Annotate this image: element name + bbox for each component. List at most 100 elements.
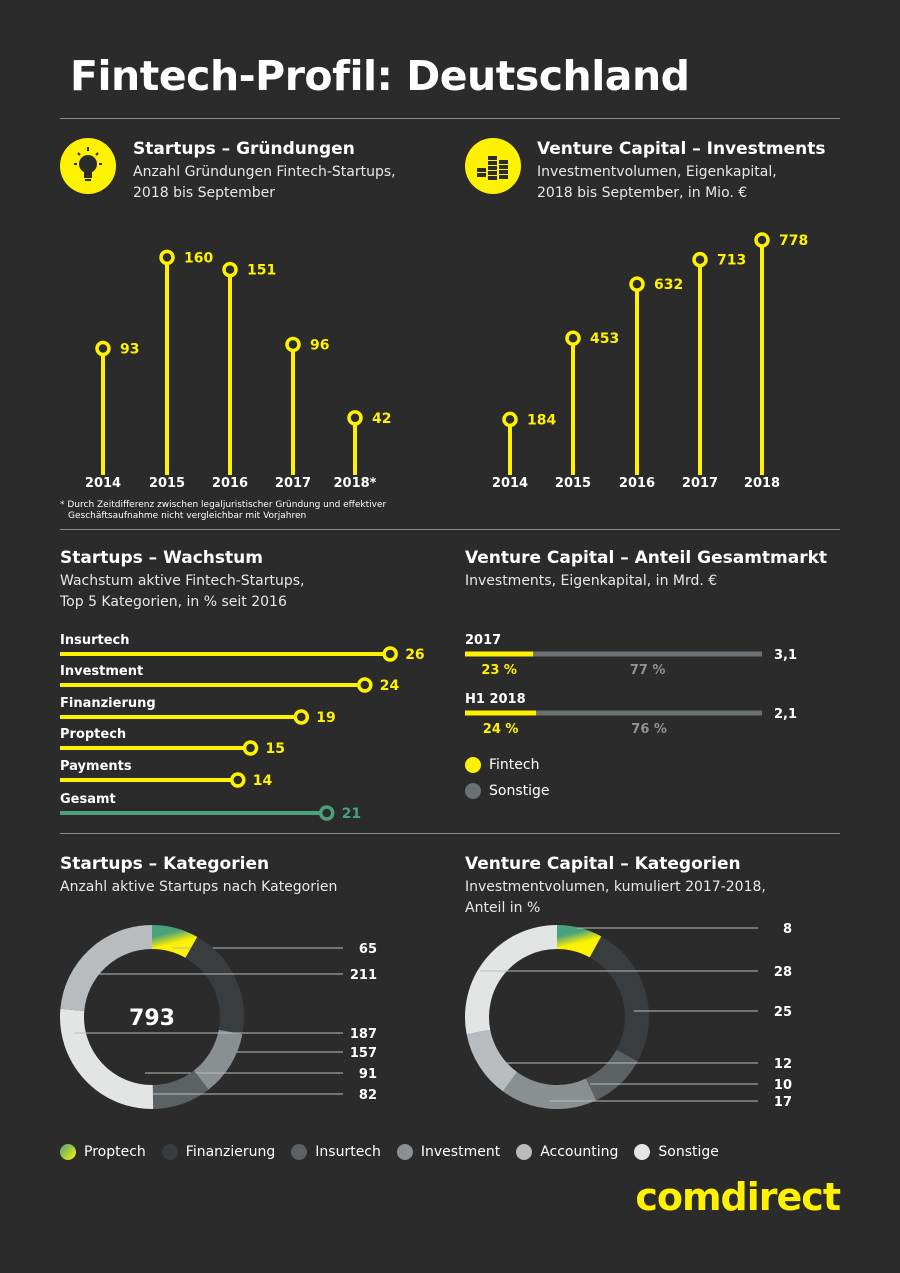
lollipop-chart-startups: 93 2014 160 2015 151 2016 96 2017 42 2018* <box>85 249 391 491</box>
section-subtitle: Investmentvolumen, Eigenkapital, 2018 bi… <box>537 164 777 201</box>
donut-segment <box>193 1029 243 1090</box>
legend-dot <box>634 1144 651 1160</box>
data-label: 160 <box>184 250 213 266</box>
sonstige-bar <box>536 710 762 716</box>
legend-label: Proptech <box>84 1144 146 1160</box>
growth-bar-head <box>318 805 335 821</box>
donut-total: 793 <box>129 1006 175 1031</box>
growth-bar-head <box>357 677 373 693</box>
donut-segment <box>185 936 244 1035</box>
legend-item: Proptech <box>60 1144 146 1160</box>
section-title: Venture Capital – Anteil Gesamtmarkt <box>465 548 828 568</box>
slice-label: 82 <box>359 1088 377 1103</box>
sonstige-share-label: 77 % <box>630 663 666 678</box>
fintech-share-label: 23 % <box>481 663 517 678</box>
section-title: Startups – Gründungen <box>133 139 355 159</box>
category-label: Investment <box>60 664 143 679</box>
legend-label: Finanzierung <box>185 1144 276 1160</box>
lollipop-head <box>347 410 363 426</box>
section-subtitle: Anzahl Gründungen Fintech-Startups, 2018… <box>133 164 396 201</box>
total-label: 2,1 <box>774 707 797 722</box>
share-bar-chart: 2017 23 % 77 % 3,1 H1 2018 24 % 76 % 2,1 <box>465 633 797 737</box>
donut-segment <box>60 925 153 1012</box>
section-subtitle: Investments, Eigenkapital, in Mrd. € <box>465 573 718 589</box>
data-label: 632 <box>654 277 683 293</box>
data-label: 15 <box>266 741 285 757</box>
donut-segment <box>465 925 558 1035</box>
slice-label: 187 <box>350 1027 377 1042</box>
donut-segment <box>502 1071 597 1109</box>
sonstige-bar <box>533 651 762 657</box>
slice-label: 10 <box>774 1078 792 1093</box>
legend-dot <box>516 1144 533 1160</box>
x-tick-label: 2017 <box>275 476 311 491</box>
legend-dot <box>291 1144 308 1160</box>
section-title: Startups – Wachstum <box>60 548 263 568</box>
x-tick-label: 2016 <box>212 476 248 491</box>
x-tick-label: 2017 <box>682 476 718 491</box>
data-label: 184 <box>527 412 556 428</box>
x-tick-label: 2018* <box>334 476 377 491</box>
coins-stack-icon <box>465 138 521 194</box>
section-title: Startups – Kategorien <box>60 854 270 874</box>
x-tick-label: 2016 <box>619 476 655 491</box>
slice-label: 28 <box>774 965 792 980</box>
lollipop-head <box>565 330 581 346</box>
category-label: Finanzierung <box>60 696 156 711</box>
x-tick-label: 2014 <box>85 476 121 491</box>
data-label: 778 <box>779 233 808 249</box>
lollipop-head <box>159 249 175 266</box>
legend-label: Investment <box>420 1144 501 1160</box>
growth-bar-head <box>242 740 259 756</box>
lollipop-head <box>222 261 238 278</box>
data-label: 24 <box>380 678 400 694</box>
x-tick-label: 2015 <box>149 476 185 491</box>
fintech-bar <box>465 651 534 657</box>
donut-segment <box>466 1029 518 1092</box>
total-label: 3,1 <box>774 648 797 663</box>
donut-chart-startups: 65 157 91 82 211 187 793 <box>60 925 377 1109</box>
data-label: 453 <box>590 331 619 347</box>
data-label: 19 <box>316 710 335 726</box>
x-tick-label: 2018 <box>744 476 780 491</box>
data-label: 26 <box>405 647 424 663</box>
category-label: H1 2018 <box>465 692 526 707</box>
growth-bar-head <box>382 646 398 662</box>
fintech-share-label: 24 % <box>483 722 519 737</box>
divider <box>60 529 840 530</box>
slice-label: 17 <box>774 1095 792 1110</box>
slice-label: 12 <box>774 1057 792 1072</box>
donut-segment <box>151 925 198 959</box>
section-subtitle: Investmentvolumen, kumuliert 2017-2018, … <box>465 879 766 916</box>
divider <box>60 118 840 119</box>
growth-bar-head <box>293 709 310 725</box>
data-label: 713 <box>717 253 746 269</box>
donut-chart-vc: 8 25 10 17 12 28 <box>465 922 792 1110</box>
lollipop-head <box>502 411 518 428</box>
lollipop-chart-vc: 184 2014 453 2015 632 2016 713 2017 778 2018 <box>492 232 808 491</box>
data-label: 151 <box>247 263 276 279</box>
donut-segment <box>556 925 602 958</box>
legend-item: Insurtech <box>291 1144 381 1160</box>
slice-label: 211 <box>350 968 377 983</box>
donut-segment <box>60 1008 154 1109</box>
category-label: Proptech <box>60 727 126 742</box>
legend-fintech: Fintech <box>465 757 555 777</box>
lollipop-head <box>692 251 708 268</box>
section-subtitle: Wachstum aktive Fintech-Startups, Top 5 … <box>60 573 305 610</box>
category-label: 2017 <box>465 633 501 648</box>
legend-item: Sonstige <box>634 1144 719 1160</box>
donut-segment <box>585 1049 638 1101</box>
slice-label: 65 <box>359 942 377 957</box>
fintech-bar <box>465 710 537 716</box>
slice-label: 25 <box>774 1005 792 1020</box>
footnote: * Durch Zeitdifferenz zwischen legaljuri… <box>60 500 387 521</box>
data-label: 42 <box>372 411 391 427</box>
data-label: 96 <box>310 337 329 353</box>
comdirect-logo: comdirect <box>635 1175 841 1219</box>
category-label: Payments <box>60 759 132 774</box>
sonstige-share-label: 76 % <box>631 722 667 737</box>
legend-sonstige: Sonstige <box>465 783 566 803</box>
donut-segment <box>152 1070 209 1109</box>
growth-bar-chart: Insurtech 26 Investment 24 Finanzierung 19 Pro… <box>60 633 425 822</box>
